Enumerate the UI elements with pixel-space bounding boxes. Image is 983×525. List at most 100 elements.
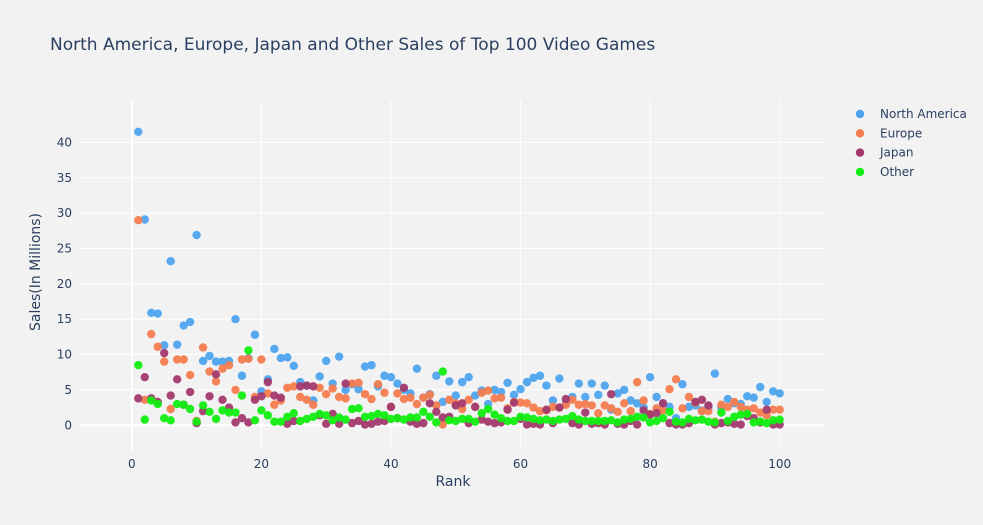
data-point[interactable]	[464, 395, 473, 404]
data-point[interactable]	[231, 418, 240, 427]
data-point[interactable]	[406, 393, 415, 402]
data-point[interactable]	[276, 417, 286, 426]
data-point[interactable]	[211, 370, 221, 379]
data-point[interactable]	[503, 416, 512, 426]
data-point[interactable]	[367, 411, 376, 421]
data-point[interactable]	[231, 314, 240, 324]
data-point[interactable]	[574, 379, 584, 388]
data-point[interactable]	[632, 412, 642, 421]
data-point[interactable]	[535, 416, 545, 425]
data-point[interactable]	[283, 383, 292, 392]
data-point[interactable]	[341, 415, 350, 424]
data-point[interactable]	[360, 362, 370, 371]
data-point[interactable]	[645, 410, 655, 419]
data-point[interactable]	[619, 385, 629, 395]
data-point[interactable]	[296, 416, 305, 426]
data-point[interactable]	[432, 418, 441, 427]
data-point[interactable]	[451, 391, 460, 400]
data-point[interactable]	[496, 393, 506, 402]
data-point[interactable]	[665, 418, 674, 428]
data-point[interactable]	[140, 415, 149, 424]
data-point[interactable]	[626, 406, 635, 416]
data-point[interactable]	[321, 419, 331, 429]
data-point[interactable]	[490, 394, 499, 403]
data-point[interactable]	[632, 377, 642, 387]
data-point[interactable]	[691, 416, 700, 425]
data-point[interactable]	[198, 401, 208, 410]
data-point[interactable]	[283, 412, 292, 421]
data-point[interactable]	[153, 309, 162, 318]
data-point[interactable]	[160, 413, 169, 423]
data-point[interactable]	[600, 416, 609, 426]
data-point[interactable]	[509, 390, 519, 400]
data-point[interactable]	[775, 389, 784, 398]
data-point[interactable]	[697, 415, 707, 424]
data-point[interactable]	[263, 411, 273, 420]
data-point[interactable]	[412, 399, 422, 409]
data-point[interactable]	[309, 400, 318, 409]
data-point[interactable]	[140, 215, 149, 224]
data-point[interactable]	[710, 418, 720, 427]
data-point[interactable]	[568, 411, 577, 421]
data-point[interactable]	[503, 378, 512, 388]
data-point[interactable]	[477, 409, 486, 418]
data-point[interactable]	[697, 406, 707, 416]
data-point[interactable]	[283, 353, 292, 362]
data-point[interactable]	[555, 415, 564, 424]
data-point[interactable]	[289, 382, 298, 391]
data-point[interactable]	[717, 408, 726, 417]
legend-item[interactable]: Other	[855, 165, 914, 179]
data-point[interactable]	[341, 385, 350, 395]
data-point[interactable]	[678, 418, 687, 427]
data-point[interactable]	[658, 413, 668, 423]
data-point[interactable]	[360, 412, 370, 421]
data-point[interactable]	[270, 417, 279, 426]
data-point[interactable]	[412, 419, 422, 429]
data-point[interactable]	[743, 392, 752, 401]
data-point[interactable]	[354, 378, 363, 388]
data-point[interactable]	[134, 216, 143, 225]
data-point[interactable]	[283, 419, 292, 429]
data-point[interactable]	[548, 416, 558, 426]
data-point[interactable]	[645, 418, 655, 427]
data-point[interactable]	[354, 416, 363, 426]
data-point[interactable]	[360, 389, 370, 399]
data-point[interactable]	[581, 399, 590, 409]
data-point[interactable]	[380, 388, 389, 397]
data-point[interactable]	[730, 419, 739, 429]
data-point[interactable]	[594, 409, 603, 418]
data-point[interactable]	[334, 419, 344, 429]
data-point[interactable]	[470, 391, 480, 400]
data-point[interactable]	[412, 413, 422, 422]
data-point[interactable]	[548, 396, 558, 405]
data-point[interactable]	[671, 375, 681, 384]
data-point[interactable]	[438, 397, 447, 407]
data-point[interactable]	[432, 371, 441, 380]
data-point[interactable]	[749, 404, 758, 413]
data-point[interactable]	[445, 377, 454, 386]
data-point[interactable]	[458, 414, 467, 424]
data-point[interactable]	[535, 371, 545, 380]
data-point[interactable]	[296, 392, 305, 402]
data-point[interactable]	[723, 394, 733, 404]
data-point[interactable]	[289, 361, 298, 371]
data-point[interactable]	[237, 413, 247, 423]
data-point[interactable]	[496, 413, 506, 423]
data-point[interactable]	[639, 406, 648, 415]
data-point[interactable]	[289, 416, 298, 426]
data-point[interactable]	[626, 396, 635, 405]
data-point[interactable]	[704, 401, 713, 410]
data-point[interactable]	[555, 374, 564, 383]
data-point[interactable]	[581, 408, 590, 417]
data-point[interactable]	[619, 415, 629, 424]
data-point[interactable]	[684, 392, 694, 402]
data-point[interactable]	[697, 395, 707, 404]
data-point[interactable]	[529, 414, 538, 424]
data-point[interactable]	[134, 394, 143, 403]
data-point[interactable]	[198, 343, 208, 352]
data-point[interactable]	[309, 412, 318, 421]
data-point[interactable]	[341, 394, 350, 403]
data-point[interactable]	[237, 355, 247, 364]
data-point[interactable]	[399, 415, 409, 424]
data-point[interactable]	[192, 417, 201, 426]
